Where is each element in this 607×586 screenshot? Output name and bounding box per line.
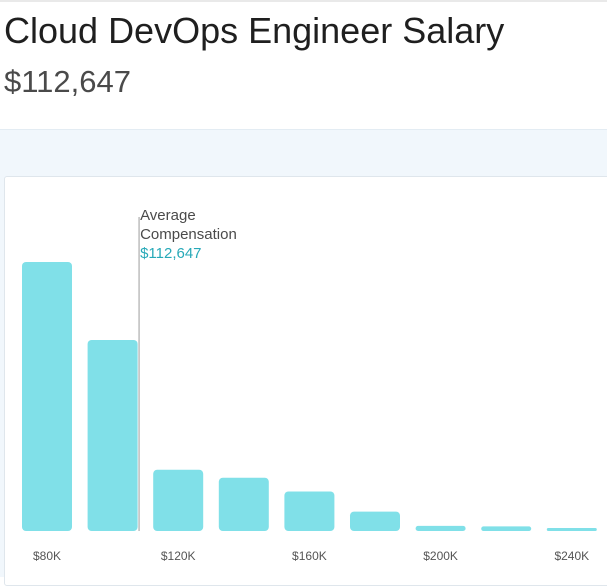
histogram-bar	[350, 511, 400, 531]
average-salary-value: $112,647	[4, 64, 131, 99]
histogram-bar	[22, 262, 72, 531]
average-label-line2: Compensation	[140, 226, 237, 243]
histogram-bar	[481, 526, 532, 531]
histogram-bar	[284, 491, 335, 531]
salary-histogram: Average Compensation $112,647 $80K $120K $…	[22, 207, 597, 563]
bars-layer	[22, 262, 597, 531]
histogram-bar	[218, 477, 269, 531]
x-tick-label: $160K	[292, 549, 327, 563]
average-label-line1: Average	[140, 207, 196, 224]
histogram-bar	[87, 340, 138, 531]
page-title: Cloud DevOps Engineer Salary	[4, 10, 505, 51]
x-tick-labels: $80K $120K $160K $200K $240K	[33, 549, 589, 563]
x-tick-label: $200K	[423, 549, 458, 563]
histogram-bar	[415, 525, 466, 531]
histogram-bar	[546, 528, 597, 531]
histogram-bar	[153, 469, 204, 531]
x-tick-label: $80K	[33, 549, 61, 563]
top-divider	[0, 0, 607, 2]
x-tick-label: $240K	[554, 549, 589, 563]
average-value-label: $112,647	[140, 245, 201, 262]
x-tick-label: $120K	[161, 549, 196, 563]
salary-chart-card: Average Compensation $112,647 $80K $120K $…	[4, 176, 607, 586]
